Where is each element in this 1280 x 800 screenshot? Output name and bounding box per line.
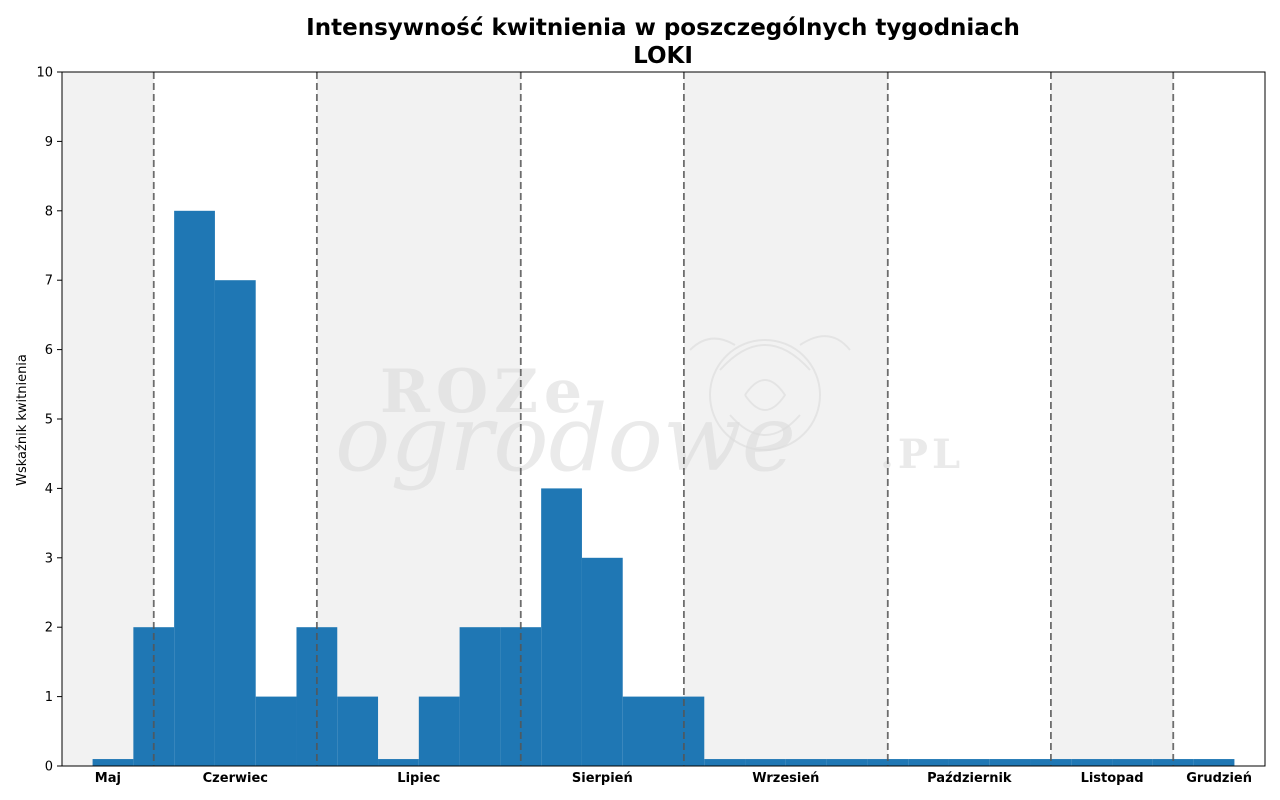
bars-layer xyxy=(92,210,1235,767)
bar-week-28 xyxy=(1193,759,1235,766)
month-label-7: Grudzień xyxy=(1186,771,1252,786)
y-tick-label-8: 8 xyxy=(45,204,53,219)
bar-week-19 xyxy=(826,759,868,766)
bar-week-13 xyxy=(581,557,623,766)
month-label-2: Lipiec xyxy=(397,771,440,786)
month-shade-6 xyxy=(1050,72,1174,766)
bar-week-20 xyxy=(867,759,909,766)
y-tick-label-10: 10 xyxy=(36,66,53,81)
watermark-logo: ROZe ogrodowe .PL xyxy=(335,335,964,492)
bar-week-26 xyxy=(1112,759,1153,766)
bar-week-22 xyxy=(948,759,990,766)
month-separator-layer xyxy=(152,72,1175,766)
bar-week-9 xyxy=(418,696,460,766)
bar-week-27 xyxy=(1152,759,1194,766)
bar-week-21 xyxy=(908,759,949,766)
y-tick-label-5: 5 xyxy=(45,413,53,428)
month-label-6: Listopad xyxy=(1081,771,1144,786)
y-tick-label-9: 9 xyxy=(45,135,53,150)
month-label-5: Październik xyxy=(927,771,1012,786)
y-axis-label: Wskaźnik kwitnienia xyxy=(15,354,30,486)
bar-week-10 xyxy=(459,627,501,766)
bar-week-18 xyxy=(785,759,827,766)
watermark-suffix: .PL xyxy=(880,431,964,478)
month-shade-4 xyxy=(683,72,888,766)
bar-week-17 xyxy=(745,759,786,766)
month-labels: Maj Czerwiec Lipiec Sierpień Wrzesień Paździe… xyxy=(95,771,1252,786)
bar-week-7 xyxy=(337,696,379,766)
bar-week-25 xyxy=(1071,759,1113,766)
watermark-line1: ROZe xyxy=(380,357,588,427)
bar-week-23 xyxy=(989,759,1031,766)
y-tick-label-4: 4 xyxy=(45,482,53,497)
watermark-rose-icon xyxy=(689,335,851,451)
y-axis: 0 1 2 3 4 5 6 7 8 9 10 xyxy=(36,66,62,775)
bar-week-16 xyxy=(704,759,746,766)
bar-week-8 xyxy=(378,759,419,766)
watermark-line2: ogrodowe xyxy=(335,385,796,492)
month-label-3: Sierpień xyxy=(572,771,633,786)
month-label-0: Maj xyxy=(95,771,121,786)
y-tick-label-6: 6 xyxy=(45,343,53,358)
bar-week-5 xyxy=(255,696,297,766)
month-label-1: Czerwiec xyxy=(203,771,268,786)
chart-title: Intensywność kwitnienia w poszczególnych… xyxy=(306,15,1020,41)
y-tick-label-2: 2 xyxy=(45,621,53,636)
bar-week-4 xyxy=(214,280,256,766)
y-tick-label-1: 1 xyxy=(45,690,53,705)
month-shading-layer xyxy=(62,72,1265,766)
y-tick-label-0: 0 xyxy=(45,760,53,775)
month-label-4: Wrzesień xyxy=(752,771,819,786)
bar-week-24 xyxy=(1030,759,1072,766)
bar-week-12 xyxy=(541,488,582,766)
bar-week-1 xyxy=(92,759,134,766)
y-tick-label-7: 7 xyxy=(45,274,53,289)
chart-subtitle: LOKI xyxy=(633,43,693,69)
y-tick-label-3: 3 xyxy=(45,551,53,566)
bar-week-14 xyxy=(622,696,664,766)
bar-week-3 xyxy=(174,210,215,767)
